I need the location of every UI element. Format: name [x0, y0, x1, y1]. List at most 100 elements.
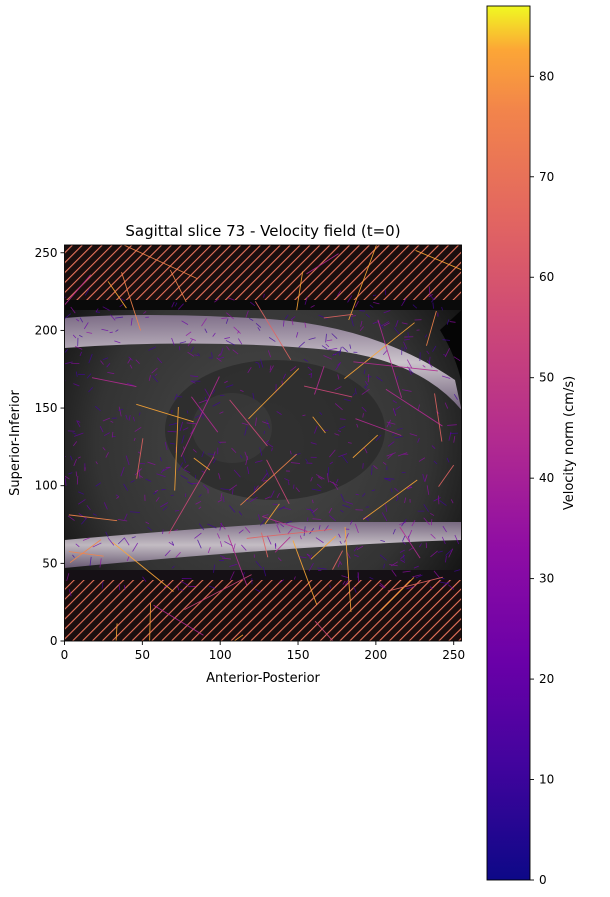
quiver-arrow: [326, 473, 329, 483]
quiver-arrow: [276, 411, 282, 415]
quiver-arrow: [247, 367, 252, 374]
x-tick-label: 200: [364, 648, 387, 662]
quiver-arrow: [132, 542, 139, 552]
quiver-arrow: [111, 431, 114, 438]
quiver-arrow: [118, 583, 121, 591]
quiver-arrow: [72, 441, 78, 447]
quiver-arrow: [72, 432, 77, 435]
quiver-arrow: [393, 327, 401, 336]
colorbar-tick-label: 40: [539, 471, 554, 485]
quiver-arrow: [422, 365, 426, 368]
quiver-arrow: [281, 380, 283, 385]
quiver-arrow: [437, 550, 443, 553]
quiver-arrow: [395, 497, 399, 502]
quiver-arrow: [262, 479, 268, 482]
quiver-arrow: [284, 478, 290, 482]
quiver-arrow: [423, 517, 430, 525]
quiver-arrow: [341, 455, 349, 464]
quiver-arrow: [264, 503, 280, 525]
quiver-arrow: [290, 316, 296, 321]
quiver-arrow: [412, 304, 418, 309]
quiver-arrow: [406, 586, 415, 590]
quiver-arrow: [323, 355, 332, 360]
quiver-arrow: [82, 537, 90, 541]
quiver-arrow: [400, 555, 405, 560]
x-axis-ticks: 0 50 100 150 200 250: [61, 641, 465, 662]
quiver-arrow: [312, 499, 314, 504]
quiver-arrow: [278, 506, 286, 511]
quiver-arrow: [131, 536, 136, 539]
quiver-arrow: [426, 485, 430, 495]
quiver-arrow: [413, 565, 419, 569]
quiver-arrow: [376, 376, 383, 382]
quiver-arrow: [218, 353, 221, 357]
quiver-arrow: [411, 519, 416, 527]
quiver-arrow: [363, 369, 366, 375]
quiver-arrow: [143, 311, 147, 314]
quiver-arrow: [174, 510, 180, 512]
quiver-arrow: [249, 496, 258, 503]
quiver-arrow: [77, 420, 81, 423]
quiver-arrow: [386, 421, 396, 425]
quiver-arrow: [149, 603, 152, 641]
quiver-arrow: [439, 500, 447, 506]
quiver-arrow: [365, 313, 371, 318]
quiver-arrow: [266, 442, 274, 448]
quiver-arrow: [329, 585, 331, 589]
quiver-arrow: [115, 623, 118, 641]
quiver-arrow: [317, 567, 327, 570]
quiver-arrow: [325, 333, 327, 343]
quiver-arrow: [197, 539, 202, 549]
quiver-arrow: [312, 518, 322, 520]
quiver-arrow: [429, 295, 435, 300]
quiver-arrow: [339, 425, 346, 430]
upper-tissue-band: [64, 315, 462, 410]
quiver-arrow: [64, 477, 67, 486]
quiver-arrow: [363, 386, 368, 390]
quiver-arrow: [447, 424, 457, 426]
quiver-arrow: [381, 321, 390, 327]
quiver-arrow: [406, 487, 413, 489]
quiver-arrow: [195, 414, 201, 419]
quiver-arrow: [449, 321, 456, 323]
quiver-arrow: [220, 493, 223, 500]
quiver-arrow: [182, 427, 189, 431]
quiver-arrow: [282, 507, 292, 511]
quiver-arrow: [168, 422, 178, 426]
quiver-arrow: [181, 435, 185, 444]
quiver-arrow: [103, 432, 110, 437]
quiver-arrow: [221, 557, 231, 560]
quiver-arrow: [295, 487, 300, 493]
quiver-arrow: [371, 465, 373, 475]
quiver-arrow: [88, 387, 93, 393]
quiver-arrow: [396, 376, 399, 380]
quiver-arrow: [306, 553, 311, 557]
quiver-arrow: [344, 533, 349, 543]
quiver-arrow: [426, 310, 437, 346]
quiver-arrow: [262, 516, 308, 532]
quiver-arrow: [310, 535, 337, 560]
quiver-arrow: [335, 478, 339, 484]
colorbar-tick-label: 80: [539, 69, 554, 83]
quiver-arrow: [211, 389, 216, 395]
quiver-arrow: [347, 295, 353, 303]
quiver-arrow: [225, 340, 235, 346]
y-tick-label: 250: [35, 246, 58, 260]
quiver-arrow: [454, 569, 461, 572]
quiver-arrow: [337, 430, 342, 433]
quiver-arrow: [428, 293, 433, 298]
quiver-arrow: [186, 422, 197, 425]
quiver-arrow: [293, 453, 301, 456]
quiver-arrow: [308, 563, 314, 572]
quiver-arrow: [438, 464, 455, 487]
quiver-arrow: [226, 346, 230, 351]
quiver-arrow: [86, 505, 91, 511]
quiver-arrow: [362, 479, 418, 520]
quiver-arrow: [156, 473, 166, 478]
quiver-arrow: [417, 438, 420, 443]
quiver-arrow: [185, 331, 192, 336]
quiver-arrow: [389, 423, 391, 428]
quiver-arrow: [68, 551, 104, 557]
quiver-arrow: [445, 549, 453, 556]
quiver-arrow: [127, 358, 132, 364]
